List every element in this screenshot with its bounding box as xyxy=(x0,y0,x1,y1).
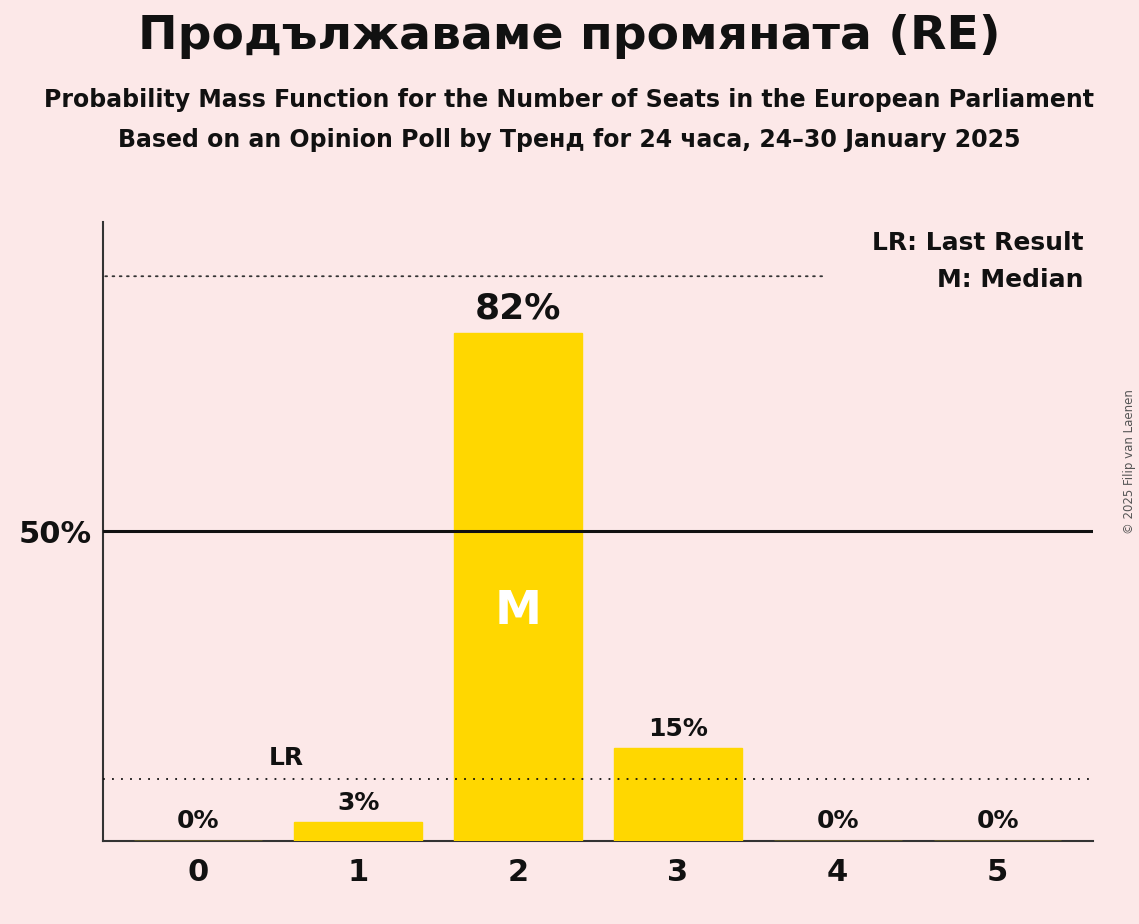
Text: LR: Last Result: LR: Last Result xyxy=(872,231,1083,255)
Text: 15%: 15% xyxy=(648,716,707,740)
Text: 0%: 0% xyxy=(976,809,1018,833)
Text: 0%: 0% xyxy=(817,809,859,833)
Bar xyxy=(454,334,582,841)
Text: Продължаваме промяната (RE): Продължаваме промяната (RE) xyxy=(138,14,1001,59)
Bar xyxy=(614,748,741,841)
Text: 0%: 0% xyxy=(178,809,220,833)
Text: 3%: 3% xyxy=(337,791,379,815)
Text: © 2025 Filip van Laenen: © 2025 Filip van Laenen xyxy=(1123,390,1136,534)
Text: LR: LR xyxy=(269,746,304,770)
Text: M: M xyxy=(494,590,541,634)
Text: M: Median: M: Median xyxy=(937,268,1083,292)
Text: Probability Mass Function for the Number of Seats in the European Parliament: Probability Mass Function for the Number… xyxy=(44,88,1095,112)
Text: 82%: 82% xyxy=(475,292,562,326)
Text: Based on an Opinion Poll by Тренд for 24 часа, 24–30 January 2025: Based on an Opinion Poll by Тренд for 24… xyxy=(118,128,1021,152)
Bar xyxy=(294,822,423,841)
